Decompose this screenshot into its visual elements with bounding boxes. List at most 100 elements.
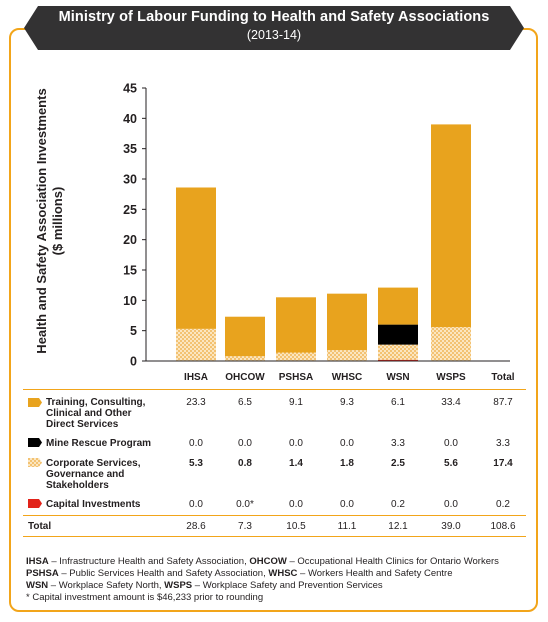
footnote-text: – Workplace Safety and Prevention Servic… (192, 580, 383, 591)
bar-segment (327, 350, 367, 361)
bar-chart: 0 5 10 15 20 25 30 35 40 45 IHSA OHCOW PSHSA WHSC WSN… (123, 82, 515, 384)
total-cell: 39.0 (441, 521, 461, 532)
table-cell: 1.8 (340, 458, 354, 469)
table-cell: 9.3 (340, 397, 354, 408)
row-label-mine-rescue: Mine Rescue Program (46, 438, 156, 449)
x-tick-label: WHSC (332, 372, 363, 383)
x-tick-label: OHCOW (225, 372, 265, 383)
row-label-corporate-line2: Governance and (46, 469, 125, 480)
y-tick-label: 15 (123, 264, 137, 278)
table-cell: 5.6 (444, 458, 458, 469)
table-cell: 3.3 (496, 438, 510, 449)
y-tick-label: 5 (130, 324, 137, 338)
x-tick-label: WSN (386, 372, 409, 383)
bar-segment (176, 187, 216, 329)
legend-swatch-capital (28, 499, 42, 508)
footnote-text: – Workers Health and Safety Centre (297, 568, 453, 579)
chart-title: Ministry of Labour Funding to Health and… (58, 9, 490, 25)
y-tick-label: 30 (123, 173, 137, 187)
bar-segment (276, 297, 316, 353)
table-top-rule (23, 389, 526, 390)
total-cell: 12.1 (388, 521, 408, 532)
y-tick-label: 0 (130, 355, 137, 369)
table-cell: 17.4 (493, 458, 513, 469)
bar-segment (378, 359, 418, 361)
chart-subtitle: (2013-14) (246, 28, 302, 42)
table-cell: 0.0 (444, 438, 458, 449)
title-banner: Ministry of Labour Funding to Health and… (24, 6, 524, 50)
table-cell: 0.0 (289, 499, 303, 510)
y-tick-label: 20 (123, 233, 137, 247)
row-label-capital: Capital Investments (46, 499, 156, 510)
row-label-training-line3: Direct Services (46, 419, 119, 430)
y-tick-label: 25 (123, 203, 137, 217)
title-banner-shape (24, 6, 524, 50)
table-cell: 0.2 (496, 499, 510, 510)
table-cell: 0.0 (238, 438, 252, 449)
footnotes: IHSA – Infrastructure Health and Safety … (26, 556, 536, 604)
table-cell: 33.4 (441, 397, 461, 408)
table-cell: 2.5 (391, 458, 405, 469)
abbr-ohcow: OHCOW (249, 556, 287, 567)
table-cell: 1.4 (289, 458, 303, 469)
footnote-line-1: IHSA – Infrastructure Health and Safety … (26, 556, 536, 568)
bar-segment (225, 316, 265, 357)
table-cell: 87.7 (493, 397, 513, 408)
row-label-mine-rescue-line1: Mine Rescue Program (46, 438, 152, 449)
bar-segment (225, 356, 265, 361)
row-label-capital-line1: Capital Investments (46, 499, 141, 510)
total-top-rule (23, 515, 526, 516)
bar-segment (378, 324, 418, 345)
y-tick-label: 45 (123, 82, 137, 96)
footnote-text: – Infrastructure Health and Safety Assoc… (48, 556, 250, 567)
y-tick-label: 40 (123, 112, 137, 126)
bar-segment (378, 344, 418, 360)
legend-swatch-corporate (28, 458, 42, 467)
table-cell: 0.2 (391, 499, 405, 510)
row-label-corporate: Corporate Services, Governance and Stake… (46, 458, 156, 491)
x-tick-label: IHSA (184, 372, 208, 383)
footnote-line-2: PSHSA – Public Services Health and Safet… (26, 568, 536, 580)
row-label-training-line2: Clinical and Other (46, 408, 132, 419)
y-tick-label: 10 (123, 294, 137, 308)
table-cell: 0.8 (238, 458, 252, 469)
total-cell: 108.6 (490, 521, 516, 532)
x-tick-label: PSHSA (279, 372, 313, 383)
abbr-wsps: WSPS (164, 580, 193, 591)
row-label-training: Training, Consulting, Clinical and Other… (46, 397, 156, 430)
x-tick-label: Total (491, 372, 514, 383)
row-label-corporate-line3: Stakeholders (46, 480, 109, 491)
row-label-training-line1: Training, Consulting, (46, 397, 146, 408)
total-bottom-rule (23, 536, 526, 537)
legend-swatch-training (28, 398, 42, 407)
table-cell: 6.1 (391, 397, 405, 408)
table-cell: 9.1 (289, 397, 303, 408)
table-cell: 6.5 (238, 397, 252, 408)
x-tick-label: WSPS (436, 372, 466, 383)
table-cell: 0.0 (444, 499, 458, 510)
total-cell: 28.6 (186, 521, 206, 532)
table-cell: 0.0 (340, 499, 354, 510)
row-label-total: Total (28, 521, 52, 532)
total-cell: 7.3 (238, 521, 252, 532)
bar-segment (378, 287, 418, 325)
table-cell: 0.0 (189, 438, 203, 449)
footnote-text: – Workplace Safety North, (48, 580, 165, 591)
footnote-text: – Occupational Health Clinics for Ontari… (286, 556, 499, 567)
abbr-whsc: WHSC (268, 568, 298, 579)
bar-segment (431, 327, 471, 361)
footnote-line-4: * Capital investment amount is $46,233 p… (26, 592, 264, 603)
table-cell: 0.0 (289, 438, 303, 449)
bar-segment (327, 293, 367, 351)
table-cell: 0.0* (236, 499, 254, 510)
bar-segment (176, 328, 216, 361)
bar-segment (431, 124, 471, 328)
legend-swatch-mine-rescue (28, 438, 42, 447)
table-cell: 3.3 (391, 438, 405, 449)
y-tick-label: 35 (123, 142, 137, 156)
row-label-corporate-line1: Corporate Services, (46, 458, 141, 469)
abbr-wsn: WSN (26, 580, 49, 591)
table-cell: 5.3 (189, 458, 203, 469)
table-cell: 0.0 (189, 499, 203, 510)
footnote-text: – Public Services Health and Safety Asso… (58, 568, 269, 579)
